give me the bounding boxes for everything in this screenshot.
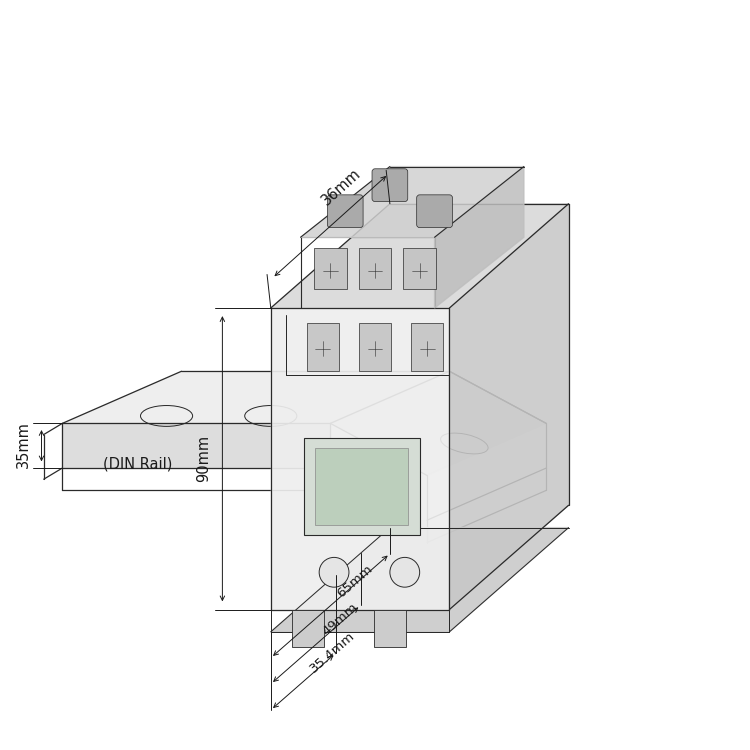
Circle shape <box>320 557 349 587</box>
Bar <box>358 248 392 290</box>
Text: 36mm: 36mm <box>319 166 364 208</box>
FancyBboxPatch shape <box>327 195 363 227</box>
Bar <box>314 248 346 290</box>
Polygon shape <box>271 527 568 632</box>
Text: 49mm: 49mm <box>320 601 360 639</box>
Bar <box>358 323 392 371</box>
Polygon shape <box>434 166 524 308</box>
Bar <box>307 323 339 371</box>
FancyBboxPatch shape <box>372 169 408 202</box>
Bar <box>411 323 443 371</box>
Polygon shape <box>62 424 330 468</box>
Bar <box>374 610 406 646</box>
Text: 90mm: 90mm <box>196 435 211 482</box>
Bar <box>316 448 409 526</box>
Text: 65mm: 65mm <box>334 562 375 600</box>
Bar <box>404 248 436 290</box>
Polygon shape <box>271 308 449 610</box>
Polygon shape <box>62 371 449 424</box>
Bar <box>292 610 325 646</box>
Text: (DIN Rail): (DIN Rail) <box>104 457 172 472</box>
FancyBboxPatch shape <box>417 195 452 227</box>
Text: 35mm: 35mm <box>16 421 31 468</box>
Polygon shape <box>449 204 568 610</box>
Polygon shape <box>271 204 568 308</box>
Polygon shape <box>330 371 546 476</box>
Bar <box>304 438 420 535</box>
Polygon shape <box>301 166 524 237</box>
Circle shape <box>390 557 420 587</box>
Text: 35.4mm: 35.4mm <box>307 629 357 676</box>
